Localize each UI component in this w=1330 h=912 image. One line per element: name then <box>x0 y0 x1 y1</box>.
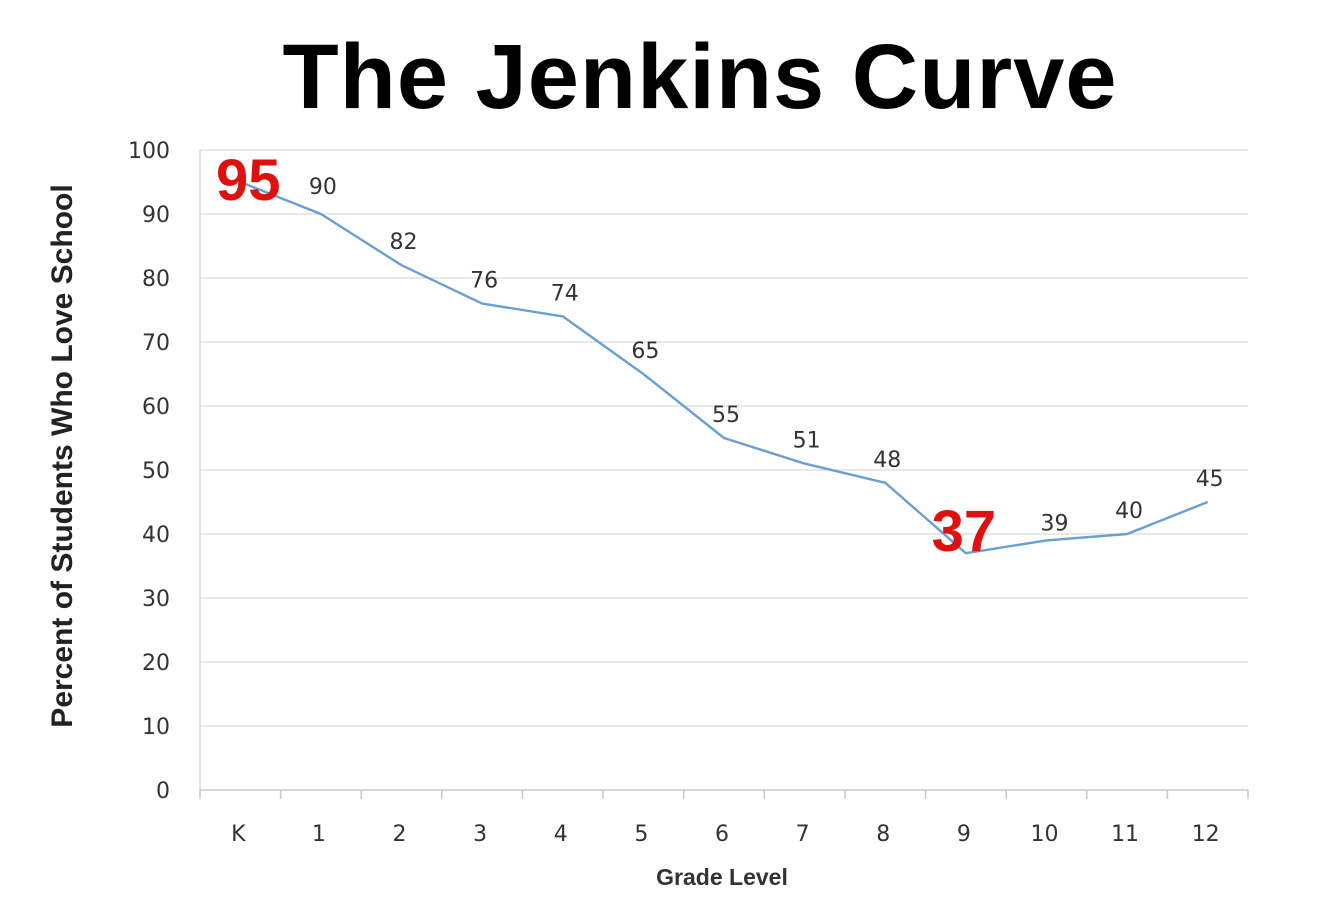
x-tick-label: 11 <box>1111 822 1139 847</box>
data-label: 74 <box>551 281 579 306</box>
data-label: 39 <box>1040 511 1068 536</box>
y-tick-label: 0 <box>156 779 170 804</box>
x-tick-label: 3 <box>473 822 487 847</box>
data-label: 76 <box>470 269 498 294</box>
chart-title: The Jenkins Curve <box>282 26 1118 128</box>
data-label: 51 <box>793 429 821 454</box>
data-label: 48 <box>873 448 901 473</box>
data-label-highlight: 37 <box>932 499 997 564</box>
data-label-highlight: 95 <box>216 148 281 213</box>
y-tick-label: 100 <box>128 139 170 164</box>
data-label: 65 <box>631 339 659 364</box>
x-tick-label: 2 <box>393 822 407 847</box>
y-axis-title: Percent of Students Who Love School <box>46 184 79 727</box>
data-labels: 95 90 82 76 74 65 55 51 48 37 39 40 45 <box>216 148 1224 564</box>
y-tick-label: 70 <box>142 331 170 356</box>
y-tick-label: 60 <box>142 395 170 420</box>
y-tick-label: 10 <box>142 715 170 740</box>
y-tick-label: 40 <box>142 523 170 548</box>
data-label: 55 <box>712 403 740 428</box>
x-tick-label: 1 <box>312 822 326 847</box>
data-label: 45 <box>1196 467 1224 492</box>
x-tick-label: 8 <box>876 822 890 847</box>
y-tick-label: 50 <box>142 459 170 484</box>
x-tick-label: 9 <box>957 822 971 847</box>
x-tick-label: K <box>231 822 246 847</box>
y-tick-label: 80 <box>142 267 170 292</box>
x-tick-label: 5 <box>634 822 648 847</box>
x-axis-title: Grade Level <box>656 864 788 890</box>
data-label: 90 <box>309 175 337 200</box>
x-tick-label: 4 <box>554 822 568 847</box>
series-line <box>239 180 1209 555</box>
x-tick-label: 10 <box>1030 822 1058 847</box>
y-tick-label: 90 <box>142 203 170 228</box>
x-tick-label: 6 <box>715 822 729 847</box>
y-tick-label: 20 <box>142 651 170 676</box>
y-tick-label: 30 <box>142 587 170 612</box>
data-label: 82 <box>390 230 418 255</box>
series-group <box>239 180 1209 555</box>
data-label: 40 <box>1115 499 1143 524</box>
x-tick-label: 12 <box>1192 822 1220 847</box>
x-tick-label: 7 <box>796 822 810 847</box>
gridlines <box>200 149 1248 727</box>
